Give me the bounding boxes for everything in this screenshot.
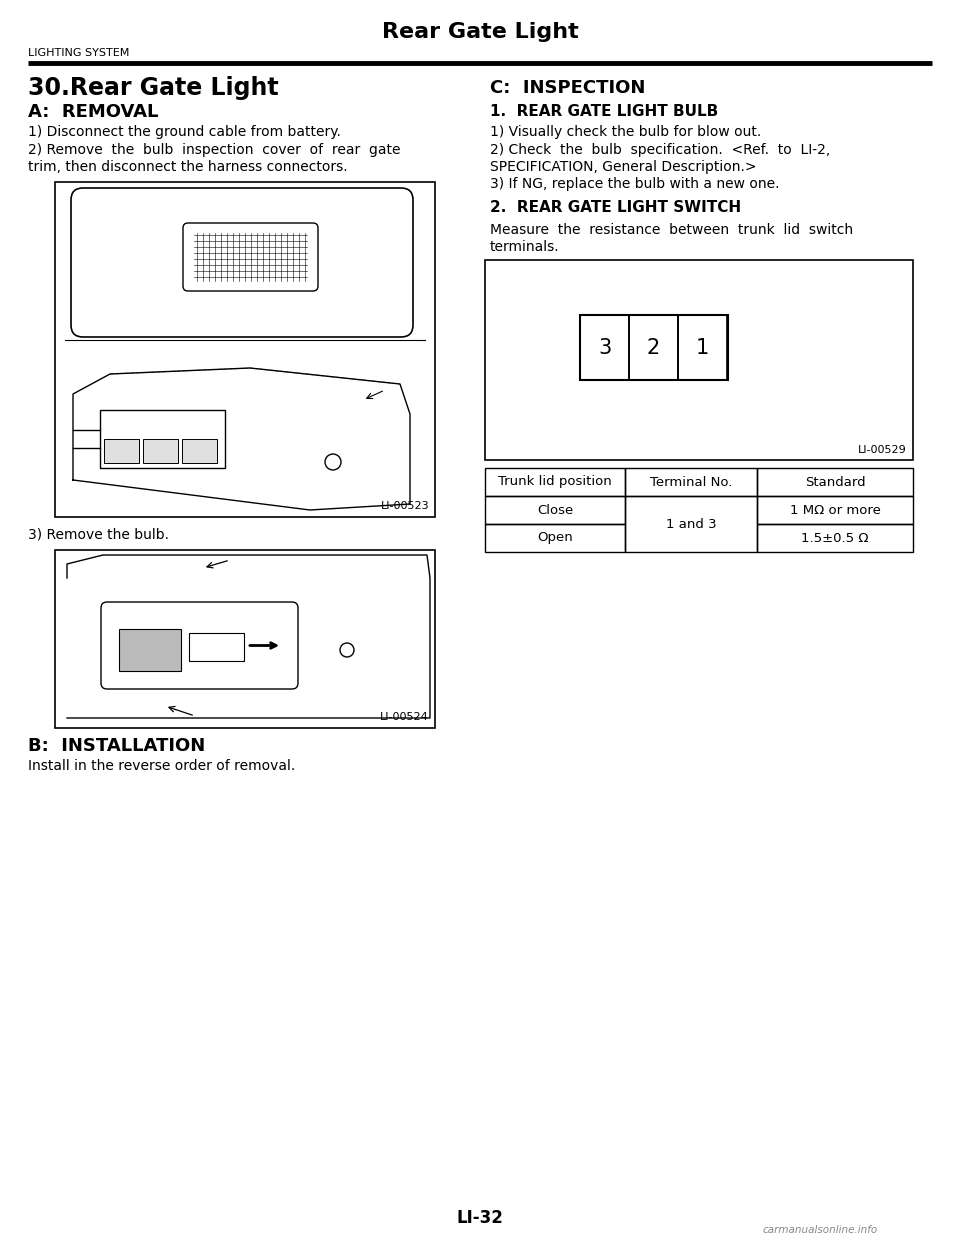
Bar (485, 260, 913, 460)
Text: trim, then disconnect the harness connectors.: trim, then disconnect the harness connec… (28, 160, 348, 174)
Text: 2) Check  the  bulb  specification.  <Ref.  to  LI-2,: 2) Check the bulb specification. <Ref. t… (490, 143, 830, 156)
Bar (485, 524, 625, 551)
Text: LI-32: LI-32 (457, 1208, 503, 1227)
Bar (678, 315, 727, 380)
Text: A:  REMOVAL: A: REMOVAL (28, 103, 158, 120)
Text: LIGHTING SYSTEM: LIGHTING SYSTEM (28, 48, 130, 58)
Bar (485, 496, 625, 524)
Text: Trunk lid position: Trunk lid position (498, 476, 612, 488)
Text: 1 and 3: 1 and 3 (665, 518, 716, 530)
Text: LI-00529: LI-00529 (858, 445, 907, 455)
Text: 1) Disconnect the ground cable from battery.: 1) Disconnect the ground cable from batt… (28, 125, 341, 139)
Text: Install in the reverse order of removal.: Install in the reverse order of removal. (28, 759, 296, 773)
Text: 1) Visually check the bulb for blow out.: 1) Visually check the bulb for blow out. (490, 125, 761, 139)
Text: LI-00524: LI-00524 (380, 712, 429, 722)
Text: 1.  REAR GATE LIGHT BULB: 1. REAR GATE LIGHT BULB (490, 104, 718, 119)
Bar (100, 410, 225, 468)
Text: 1.5±0.5 Ω: 1.5±0.5 Ω (802, 532, 869, 544)
Bar (104, 438, 139, 463)
Text: terminals.: terminals. (490, 240, 560, 255)
Text: 3: 3 (598, 338, 612, 358)
Bar (580, 315, 629, 380)
Text: Standard: Standard (804, 476, 865, 488)
Text: Rear Gate Light: Rear Gate Light (382, 22, 578, 42)
Bar (625, 496, 757, 551)
Bar (119, 628, 181, 671)
Bar (757, 524, 913, 551)
Text: B:  INSTALLATION: B: INSTALLATION (28, 737, 205, 755)
Text: SPECIFICATION, General Description.>: SPECIFICATION, General Description.> (490, 160, 756, 174)
Text: Open: Open (538, 532, 573, 544)
Text: 2) Remove  the  bulb  inspection  cover  of  rear  gate: 2) Remove the bulb inspection cover of r… (28, 143, 400, 156)
Text: 3) If NG, replace the bulb with a new one.: 3) If NG, replace the bulb with a new on… (490, 178, 780, 191)
Bar (580, 315, 728, 380)
Text: 1: 1 (696, 338, 709, 358)
Bar (55, 550, 435, 728)
Bar (757, 496, 913, 524)
Text: 2: 2 (647, 338, 660, 358)
Text: 1 MΩ or more: 1 MΩ or more (789, 503, 880, 517)
Text: 3) Remove the bulb.: 3) Remove the bulb. (28, 528, 169, 542)
Bar (189, 633, 244, 661)
Bar (629, 315, 678, 380)
Text: Measure  the  resistance  between  trunk  lid  switch: Measure the resistance between trunk lid… (490, 224, 853, 237)
Text: C:  INSPECTION: C: INSPECTION (490, 79, 645, 97)
Bar (182, 438, 217, 463)
Bar (485, 468, 625, 496)
Text: 2.  REAR GATE LIGHT SWITCH: 2. REAR GATE LIGHT SWITCH (490, 200, 741, 216)
Bar (55, 183, 435, 517)
Text: Terminal No.: Terminal No. (650, 476, 732, 488)
Text: carmanualsonline.info: carmanualsonline.info (762, 1225, 877, 1235)
Bar (625, 468, 757, 496)
Text: 30.Rear Gate Light: 30.Rear Gate Light (28, 76, 278, 101)
Bar (757, 468, 913, 496)
Bar (143, 438, 178, 463)
Text: LI-00523: LI-00523 (380, 501, 429, 510)
Text: Close: Close (537, 503, 573, 517)
